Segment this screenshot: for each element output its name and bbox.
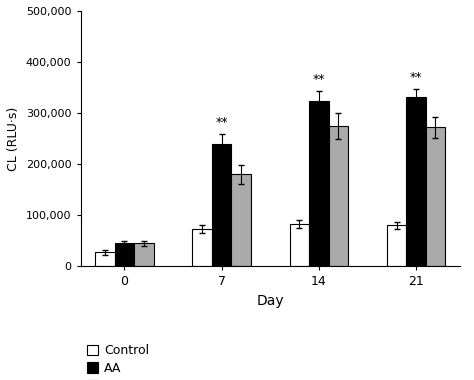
Bar xyxy=(115,243,134,266)
Bar xyxy=(406,97,426,266)
Bar xyxy=(192,230,212,266)
Bar xyxy=(231,174,251,266)
Bar xyxy=(212,144,231,266)
X-axis label: Day: Day xyxy=(256,294,284,307)
Y-axis label: CL (RLU·s): CL (RLU·s) xyxy=(8,106,20,171)
Text: **: ** xyxy=(410,71,422,84)
Bar xyxy=(290,224,309,266)
Bar xyxy=(387,225,406,266)
Bar xyxy=(95,252,115,266)
Legend: Control, AA, AA + PTE: Control, AA, AA + PTE xyxy=(87,344,164,380)
Bar xyxy=(309,100,328,266)
Bar xyxy=(134,243,154,266)
Bar xyxy=(426,128,445,266)
Text: **: ** xyxy=(312,73,325,86)
Text: **: ** xyxy=(215,116,228,128)
Bar xyxy=(328,126,348,266)
